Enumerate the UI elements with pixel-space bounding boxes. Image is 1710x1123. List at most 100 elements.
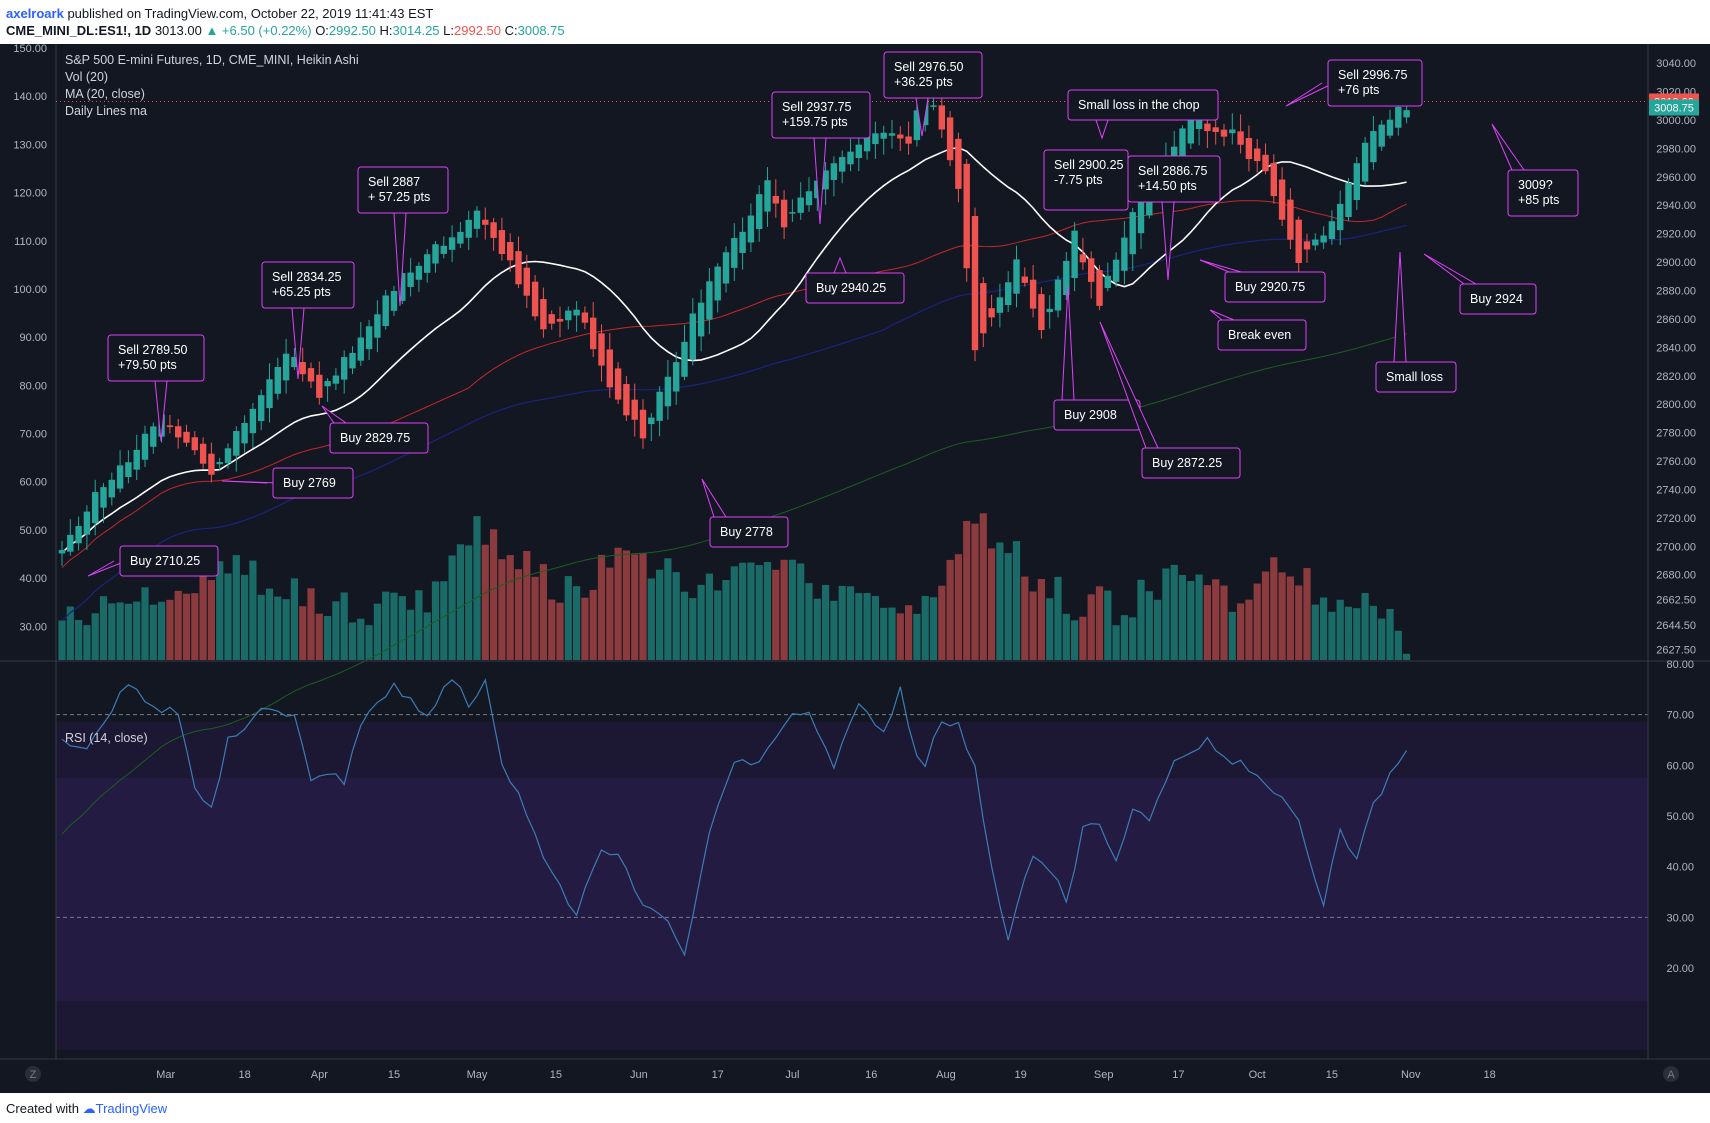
- volume-bar: [1095, 586, 1104, 660]
- candle-body: [58, 549, 66, 554]
- candle-body: [556, 318, 564, 322]
- volume-bar: [971, 523, 979, 660]
- candle-body: [457, 231, 464, 244]
- annotation-callout[interactable]: Sell 2900.25-7.75 pts: [1043, 149, 1135, 211]
- volume-bar: [357, 618, 365, 660]
- volume-bar: [1203, 585, 1211, 660]
- volume-bar: [1062, 613, 1070, 660]
- candle-body: [191, 437, 198, 451]
- annotation-text: + 57.25 pts: [368, 190, 430, 204]
- annotation-callout[interactable]: Buy 2940.25: [805, 256, 905, 304]
- volume-bar: [1129, 617, 1137, 660]
- time-tick-label: 19: [1015, 1069, 1027, 1081]
- annotation-callout[interactable]: Sell 2789.50+79.50 pts: [107, 334, 205, 442]
- annotation-callout[interactable]: Buy 2710.25: [87, 545, 219, 577]
- annotation-callout[interactable]: Buy 2872.25: [1099, 321, 1241, 479]
- volume-bar: [299, 606, 307, 660]
- annotation-callout[interactable]: Buy 2924: [1423, 253, 1537, 315]
- time-tick-label: May: [467, 1069, 488, 1081]
- candle-body: [1395, 106, 1402, 128]
- publish-header: axelroark published on TradingView.com, …: [0, 0, 1710, 44]
- annotation-callout[interactable]: Break even: [1209, 309, 1307, 351]
- candle-body: [498, 230, 506, 254]
- timezone-button[interactable]: Z: [25, 1066, 41, 1082]
- close-label: C:: [504, 23, 518, 38]
- low-value: 2992.50: [454, 23, 502, 38]
- volume-bar: [1029, 591, 1037, 660]
- tradingview-logo-icon: ☁: [82, 1101, 96, 1116]
- symbol-name[interactable]: CME_MINI_DL:ES1!, 1D: [6, 23, 152, 38]
- axes-layer: 2627.50 2644.50 2662.50 2680.00 2700.00 2720.…: [0, 43, 1710, 1081]
- annotation-text: +159.75 pts: [782, 115, 848, 129]
- candle-body: [1254, 148, 1261, 162]
- annotation-text: Buy 2829.75: [340, 431, 410, 445]
- candle-body: [739, 231, 746, 253]
- candle-body: [789, 212, 796, 214]
- volume-bar: [581, 597, 589, 660]
- annotation-pointer: [701, 478, 727, 518]
- candle-body: [307, 368, 315, 382]
- candle-body: [365, 326, 373, 350]
- candle-body: [75, 526, 82, 544]
- volume-bar: [108, 603, 116, 660]
- open-label: O:: [315, 23, 329, 38]
- candle-body: [714, 266, 721, 301]
- volume-bar: [539, 564, 547, 660]
- volume-bar: [722, 579, 730, 660]
- annotation-pointer: [1285, 82, 1335, 107]
- annotation-text: Buy 2872.25: [1152, 456, 1222, 470]
- volume-tick-label: 50.00: [19, 525, 47, 537]
- candle-body: [822, 170, 829, 190]
- candle-body: [432, 244, 439, 264]
- auto-scale-button[interactable]: A: [1663, 1066, 1679, 1082]
- author-link[interactable]: axelroark: [6, 6, 64, 21]
- annotation-callout[interactable]: Sell 2834.25+65.25 pts: [261, 261, 355, 380]
- volume-bar: [838, 585, 846, 660]
- volume-bar: [946, 559, 954, 660]
- price-tick-label: 2627.50: [1656, 644, 1696, 656]
- candle-body: [92, 492, 99, 524]
- price-tick-label: 2700.00: [1656, 541, 1696, 553]
- annotation-callout[interactable]: Buy 2769: [221, 467, 354, 499]
- time-tick-label: 18: [1483, 1069, 1495, 1081]
- candle-body: [1245, 138, 1253, 160]
- volume-bar: [1237, 603, 1245, 660]
- candle-body: [199, 443, 207, 464]
- candle-body: [872, 133, 879, 145]
- annotation-callout[interactable]: Sell 2996.75+76 pts: [1285, 59, 1423, 107]
- candle-body: [1038, 294, 1045, 331]
- volume-bar: [1187, 581, 1195, 660]
- annotation-callout[interactable]: Sell 2886.75+14.50 pts: [1127, 155, 1221, 281]
- candle-body: [664, 376, 672, 407]
- annotation-callout[interactable]: Sell 2937.75+159.75 pts: [771, 91, 871, 225]
- candle-body: [955, 138, 962, 189]
- annotation-callout[interactable]: Buy 2920.75: [1199, 259, 1326, 303]
- rsi-tick-label: 30.00: [1666, 912, 1694, 924]
- candle-body: [150, 426, 157, 447]
- volume-bar: [1012, 541, 1021, 660]
- annotation-callout[interactable]: Buy 2829.75: [321, 405, 429, 454]
- annotation-callout[interactable]: Small loss: [1375, 251, 1457, 393]
- chart-area[interactable]: 2627.50 2644.50 2662.50 2680.00 2700.00 2720.…: [0, 43, 1710, 1093]
- candle-body: [175, 426, 182, 438]
- close-price-badge: [1649, 99, 1699, 116]
- volume-bar: [622, 550, 630, 660]
- candle-body: [125, 462, 132, 477]
- annotation-callout[interactable]: 3009?+85 pts: [1491, 123, 1579, 217]
- volume-bar: [1228, 611, 1236, 660]
- annotation-callout[interactable]: Small loss in the chop: [1067, 89, 1219, 140]
- annotation-callout[interactable]: Sell 2976.50+36.25 pts: [883, 51, 983, 137]
- annotation-callout[interactable]: Sell 2887+ 57.25 pts: [357, 166, 449, 307]
- chart-svg[interactable]: 2627.50 2644.50 2662.50 2680.00 2700.00 2720.…: [0, 43, 1710, 1093]
- volume-tick-label: 150.00: [13, 44, 47, 55]
- candle-body: [465, 219, 472, 238]
- annotation-text: Sell 2886.75: [1138, 164, 1208, 178]
- annotation-callout[interactable]: Buy 2778: [701, 478, 789, 548]
- annotation-callout[interactable]: Buy 2908: [1053, 285, 1141, 431]
- candle-body: [490, 222, 497, 238]
- volume-tick-label: 80.00: [19, 380, 47, 392]
- annotation-text: Buy 2710.25: [130, 554, 200, 568]
- tradingview-link[interactable]: TradingView: [95, 1101, 168, 1116]
- price-tick-label: 3040.00: [1656, 58, 1696, 70]
- price-tick-label: 2644.50: [1656, 620, 1696, 632]
